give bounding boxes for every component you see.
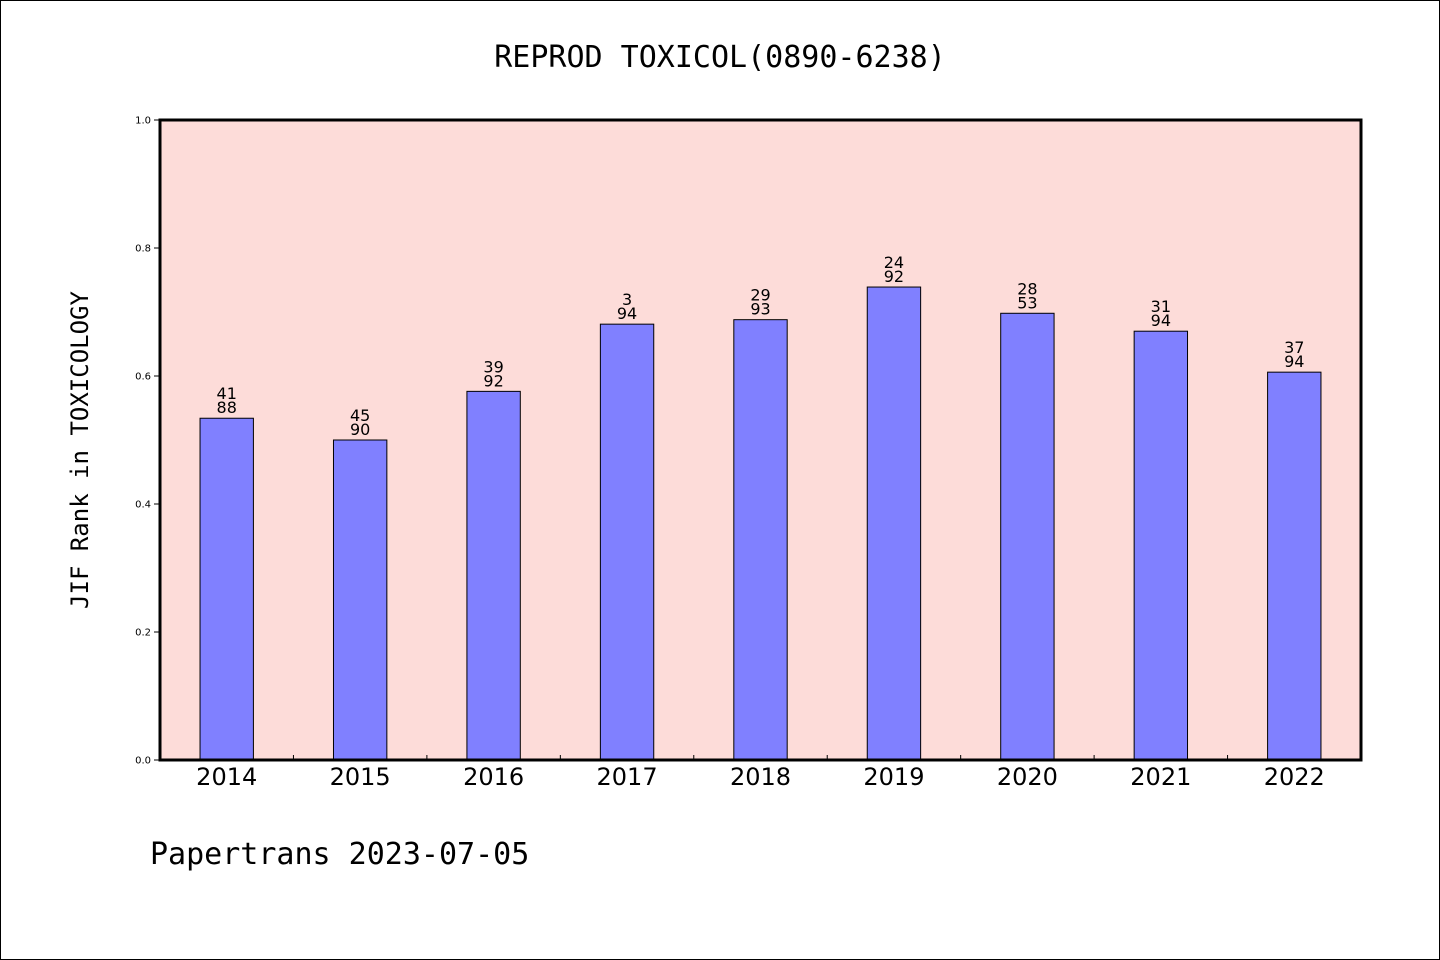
bar-total-label: 94 — [617, 304, 637, 323]
bar-rank-label: 45 — [350, 406, 370, 425]
bar-2016 — [466, 390, 521, 761]
x-tick-label: 2019 — [863, 763, 924, 791]
y-axis-label: JIF Rank in TOXICOLOGY — [66, 291, 94, 609]
x-tick-label: 2021 — [1130, 763, 1191, 791]
bar-total-label: 90 — [350, 420, 370, 439]
x-tick-label: 2014 — [196, 763, 257, 791]
y-tick-label: 1.0 — [135, 116, 151, 127]
bar-2014 — [199, 417, 254, 761]
bar-2017 — [599, 323, 655, 761]
bar-total-label: 94 — [1284, 352, 1304, 371]
x-axis: 2014 2015 2016 2017 2018 2019 2020 2021 2022 — [196, 755, 1325, 791]
bar-total-label: 92 — [483, 371, 503, 390]
bar-total-label: 53 — [1017, 293, 1037, 312]
bar-rank-label: 37 — [1284, 338, 1304, 357]
bar-total-label: 94 — [1151, 311, 1171, 330]
y-axis: 0.0 0.2 0.4 0.6 0.8 1.0 — [135, 116, 160, 767]
bar-2022 — [1267, 371, 1322, 761]
bar-rank-label: 41 — [217, 384, 237, 403]
y-tick-label: 0.2 — [135, 628, 151, 639]
bar-rank-label: 28 — [1017, 279, 1037, 298]
y-tick-label: 0.4 — [135, 500, 151, 511]
x-tick-label: 2018 — [730, 763, 791, 791]
bar-2019 — [866, 286, 922, 761]
bar-2015 — [332, 439, 388, 761]
y-tick-label: 0.0 — [135, 756, 151, 767]
bar-2020 — [1000, 312, 1055, 761]
bar-2021 — [1133, 330, 1189, 761]
chart-title: REPROD TOXICOL(0890-6238) — [494, 40, 946, 75]
bar-2018 — [733, 319, 788, 761]
y-tick-label: 0.6 — [135, 372, 151, 383]
x-tick-label: 2022 — [1264, 763, 1325, 791]
footer-credit: Papertrans 2023-07-05 — [150, 837, 529, 872]
bar-rank-label: 39 — [483, 357, 503, 376]
x-tick-label: 2015 — [330, 763, 391, 791]
x-tick-label: 2016 — [463, 763, 524, 791]
x-tick-label: 2020 — [997, 763, 1058, 791]
bar-total-label: 88 — [217, 398, 237, 417]
y-tick-label: 0.8 — [135, 244, 151, 255]
bar-rank-label: 3 — [622, 290, 632, 309]
bar-rank-label: 29 — [750, 286, 770, 305]
x-tick-label: 2017 — [597, 763, 658, 791]
bar-total-label: 93 — [750, 300, 770, 319]
bar-rank-label: 24 — [884, 253, 904, 272]
bar-rank-label: 31 — [1151, 297, 1171, 316]
bar-total-label: 92 — [884, 267, 904, 286]
plot-border — [158, 118, 1363, 762]
